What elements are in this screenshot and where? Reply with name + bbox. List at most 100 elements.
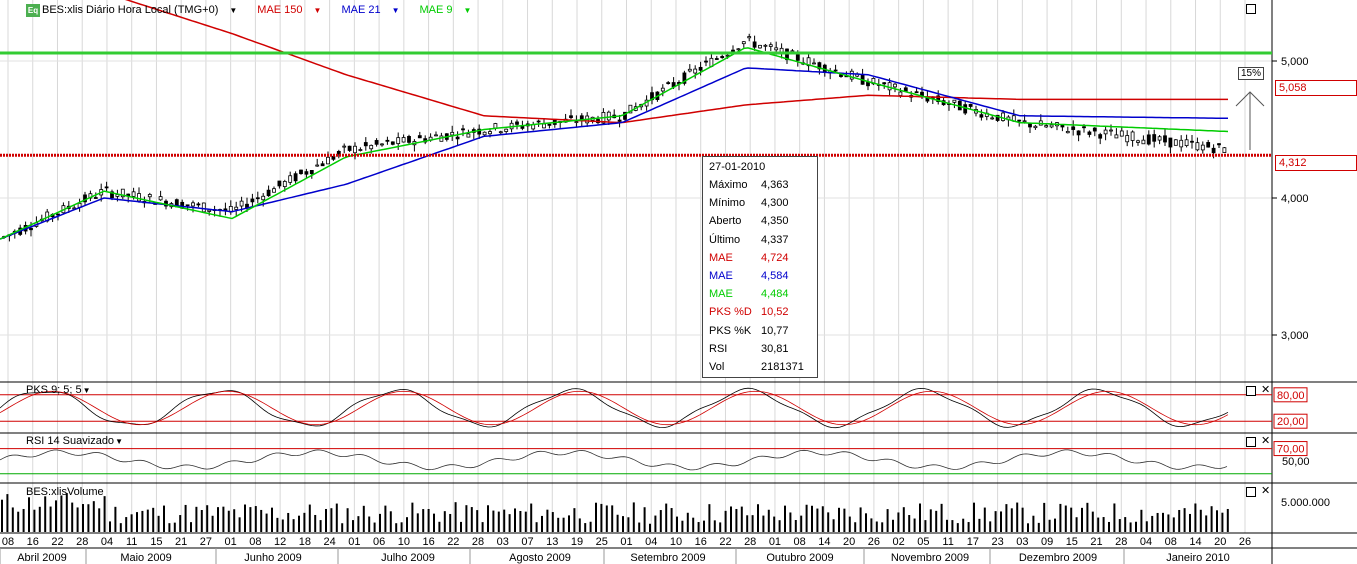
candle-body [882,82,887,85]
x-tick-label: 28 [472,536,484,548]
rsi-line [0,449,1228,471]
x-tick-label: 15 [1066,536,1078,548]
candle-body [720,56,725,59]
candle-body [774,47,779,51]
candle-body [147,194,152,198]
candle-body [407,136,411,143]
x-tick-label: 11 [942,536,953,548]
candle-body [282,181,287,188]
maximize-panel-icon[interactable] [1246,4,1256,14]
tooltip-key: Último [709,233,741,246]
tooltip-date: 27-01-2010 [709,161,766,173]
x-tick-label: 12 [274,536,286,548]
x-tick-label: 16 [422,536,434,548]
x-tick-label: 23 [991,536,1003,548]
mae21-line [0,67,1228,240]
month-label: Julho 2009 [381,552,435,564]
close-icon[interactable]: ✕ [1261,435,1271,447]
close-icon[interactable]: ✕ [1261,485,1271,497]
level-label-box [1273,441,1308,457]
candle-body [1114,134,1119,139]
data-tooltip: 27-01-2010 Máximo 4,363 Mínimo 4,300 Aberto 4… [702,156,818,378]
maximize-panel-icon[interactable] [1246,487,1256,497]
candle-body [1168,137,1173,148]
mae21-legend[interactable]: MAE 21 ▼ [341,4,400,16]
x-tick-label: 04 [101,536,113,548]
candle-body [741,41,746,45]
instrument-title[interactable]: BES:xlis Diário Hora Local (TMG+0) ▼ [42,4,238,16]
candle-body [461,128,465,131]
x-tick-label: 05 [917,536,929,548]
x-tick-label: 28 [76,536,88,548]
candle-body [261,195,266,201]
x-tick-label: 16 [695,536,707,548]
mae150-legend[interactable]: MAE 150 ▼ [257,4,322,16]
candle-body [250,198,255,203]
tooltip-value: 4,584 [761,270,789,282]
tooltip-row: Máximo 4,363 [709,179,813,195]
candle-body [752,41,757,48]
candle-body [995,114,1000,121]
x-tick-label: 13 [546,536,558,548]
candle-body [304,171,309,175]
candle-body [574,121,579,123]
candle-body [266,189,271,197]
candle-body [466,133,471,138]
tooltip-value: 30,81 [761,342,789,355]
candle-body [968,103,973,107]
candle-body [239,200,244,207]
candle-body [1087,131,1092,135]
tooltip-value: 4,337 [761,233,789,246]
tooltip-row: MAE 4,724 [709,252,813,268]
candle-body [1109,129,1113,132]
candle-body [207,209,212,212]
candle-body [191,202,195,207]
x-tick-label: 01 [769,536,781,548]
candle-body [914,91,919,94]
mae150-line [124,0,1228,124]
x-tick-label: 27 [200,536,212,548]
tooltip-key: PKS %D [709,306,752,319]
pks-panel-label[interactable]: PKS 9; 5; 5▼ [26,384,91,396]
month-label: Dezembro 2009 [1019,552,1097,564]
candle-body [1195,142,1200,151]
candle-body [833,69,838,72]
candle-body [342,145,347,148]
x-tick-label: 20 [1214,536,1226,548]
x-tick-label: 10 [670,536,682,548]
candle-body [1033,125,1038,129]
maximize-panel-icon[interactable] [1246,437,1256,447]
candle-body [336,150,341,155]
candle-body [666,82,671,84]
y-tick-label: 5,000 [1281,56,1309,68]
x-tick-label: 28 [744,536,756,548]
month-label: Setembro 2009 [630,552,705,564]
candle-body [1071,126,1076,130]
candle-body [1157,136,1162,141]
rsi-panel-label[interactable]: RSI 14 Suavizado▼ [26,435,123,447]
tooltip-row: RSI 30,81 [709,343,813,359]
candle-body [515,121,519,125]
level-label-box [1273,413,1308,429]
x-tick-label: 16 [27,536,39,548]
candle-body [936,95,941,102]
target-percent-badge: 15% [1238,67,1265,80]
tooltip-key: PKS %K [709,324,752,337]
x-tick-label: 19 [571,536,583,548]
candle-body [396,137,401,145]
x-tick-label: 22 [447,536,459,548]
tooltip-key: MAE [709,288,733,301]
tooltip-row: Aberto 4,350 [709,215,813,231]
candle-body [768,44,773,47]
close-icon[interactable]: ✕ [1261,384,1271,396]
tooltip-key: MAE [709,270,733,282]
x-tick-label: 09 [1041,536,1053,548]
y-tick-label: 4,000 [1281,193,1309,205]
candle-body [434,134,438,137]
x-tick-label: 08 [2,536,14,548]
candle-body [504,128,509,132]
mae9-legend[interactable]: MAE 9 ▼ [419,4,472,16]
maximize-panel-icon[interactable] [1246,386,1256,396]
candle-body [812,62,816,65]
